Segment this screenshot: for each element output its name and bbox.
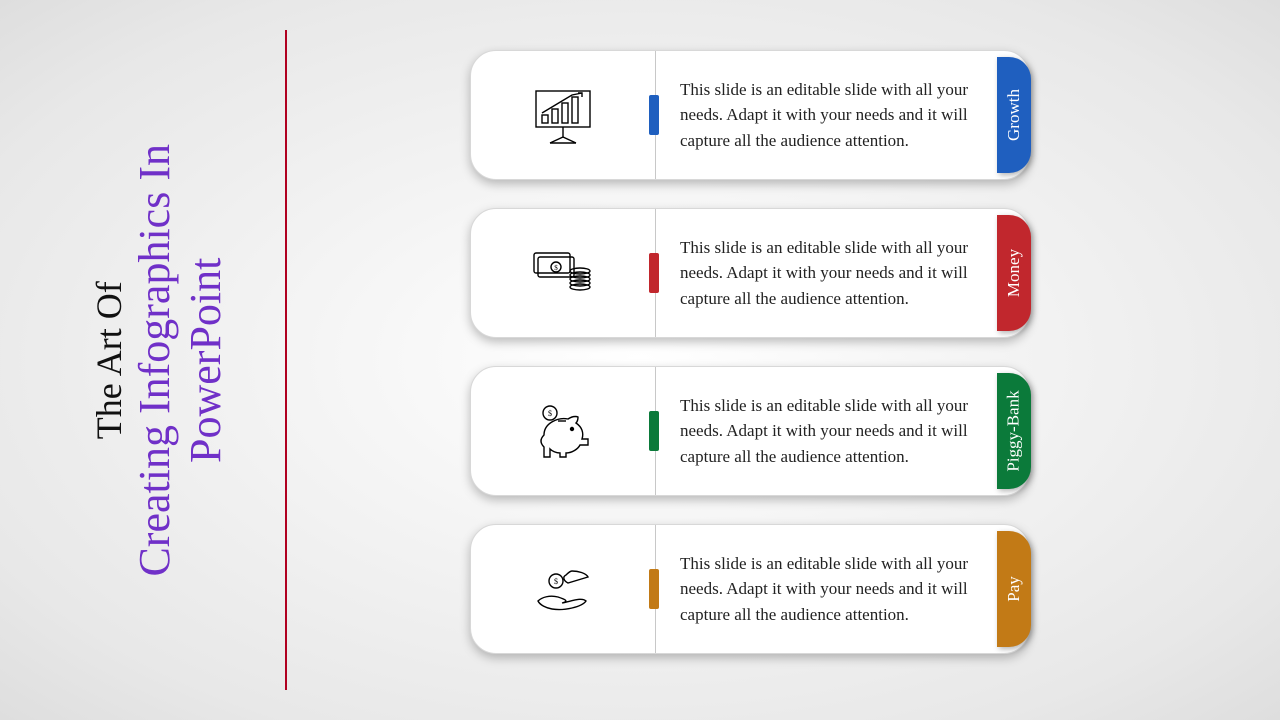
accent-chip bbox=[649, 411, 659, 451]
title-line-1: The Art Of bbox=[89, 144, 130, 577]
card-text: This slide is an editable slide with all… bbox=[656, 209, 1029, 337]
card-text: This slide is an editable slide with all… bbox=[656, 51, 1029, 179]
card-growth: This slide is an editable slide with all… bbox=[470, 50, 1030, 180]
svg-text:$: $ bbox=[554, 264, 558, 272]
icon-cell: $ bbox=[471, 525, 656, 653]
accent-chip bbox=[649, 569, 659, 609]
icon-cell bbox=[471, 51, 656, 179]
title-line-2: Creating Infographics In bbox=[130, 144, 181, 577]
title-line-3: PowerPoint bbox=[181, 144, 232, 577]
svg-text:$: $ bbox=[554, 577, 558, 586]
card-tab: Pay bbox=[997, 531, 1031, 647]
vertical-divider bbox=[285, 30, 287, 690]
icon-cell: $ bbox=[471, 367, 656, 495]
card-tab: Growth bbox=[997, 57, 1031, 173]
card-piggy-bank: $ This slide is an editable slide with a… bbox=[470, 366, 1030, 496]
piggy-bank-icon: $ bbox=[528, 401, 598, 461]
card-tab-label: Growth bbox=[1004, 89, 1024, 141]
card-text: This slide is an editable slide with all… bbox=[656, 525, 1029, 653]
card-tab: Piggy-Bank bbox=[997, 373, 1031, 489]
money-icon: $ bbox=[528, 245, 598, 301]
card-text: This slide is an editable slide with all… bbox=[656, 367, 1029, 495]
title-block: The Art Of Creating Infographics In Powe… bbox=[89, 144, 232, 577]
card-tab: Money bbox=[997, 215, 1031, 331]
card-tab-label: Piggy-Bank bbox=[1004, 390, 1024, 471]
card-pay: $ This slide is an editable slide with a… bbox=[470, 524, 1030, 654]
accent-chip bbox=[649, 253, 659, 293]
pay-icon: $ bbox=[528, 561, 598, 617]
accent-chip bbox=[649, 95, 659, 135]
svg-text:$: $ bbox=[548, 409, 552, 418]
card-tab-label: Money bbox=[1004, 249, 1024, 297]
card-money: $ This slide is an editable slide with a… bbox=[470, 208, 1030, 338]
icon-cell: $ bbox=[471, 209, 656, 337]
title-area: The Art Of Creating Infographics In Powe… bbox=[60, 40, 260, 680]
growth-chart-icon bbox=[528, 85, 598, 145]
card-tab-label: Pay bbox=[1004, 576, 1024, 602]
card-list: This slide is an editable slide with all… bbox=[470, 50, 1030, 654]
